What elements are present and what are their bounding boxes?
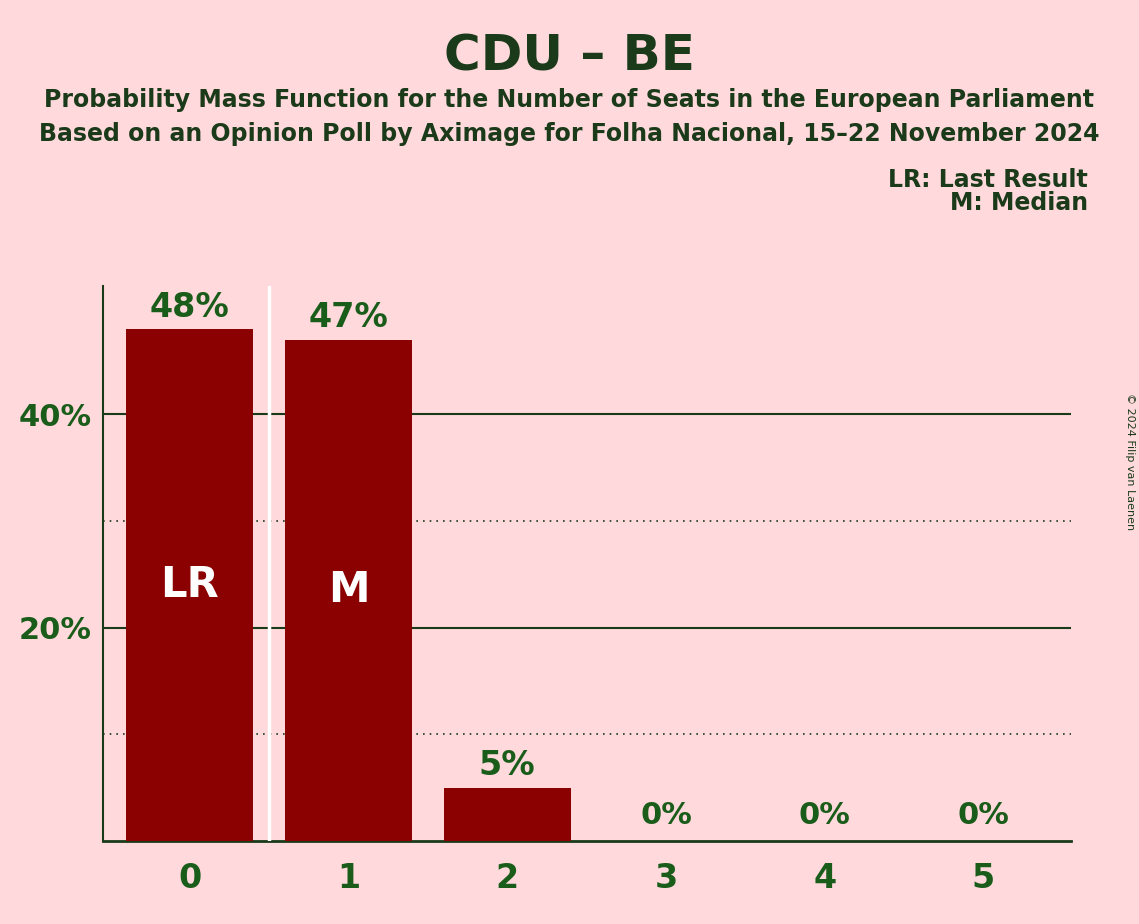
Text: 0%: 0%: [798, 801, 851, 830]
Text: Probability Mass Function for the Number of Seats in the European Parliament: Probability Mass Function for the Number…: [44, 88, 1095, 112]
Bar: [444, 787, 571, 841]
Text: LR: LR: [161, 564, 219, 606]
Text: LR: Last Result: LR: Last Result: [888, 168, 1088, 192]
Text: 5%: 5%: [478, 749, 535, 783]
Text: © 2024 Filip van Laenen: © 2024 Filip van Laenen: [1125, 394, 1134, 530]
Text: M: Median: M: Median: [950, 191, 1088, 215]
Text: 47%: 47%: [309, 301, 388, 334]
Text: 0%: 0%: [640, 801, 691, 830]
Bar: [126, 329, 253, 841]
Text: M: M: [328, 569, 369, 612]
Text: Based on an Opinion Poll by Aximage for Folha Nacional, 15–22 November 2024: Based on an Opinion Poll by Aximage for …: [39, 122, 1100, 146]
Text: 48%: 48%: [150, 291, 230, 323]
Bar: [285, 340, 412, 841]
Text: 0%: 0%: [958, 801, 1009, 830]
Text: CDU – BE: CDU – BE: [444, 32, 695, 80]
